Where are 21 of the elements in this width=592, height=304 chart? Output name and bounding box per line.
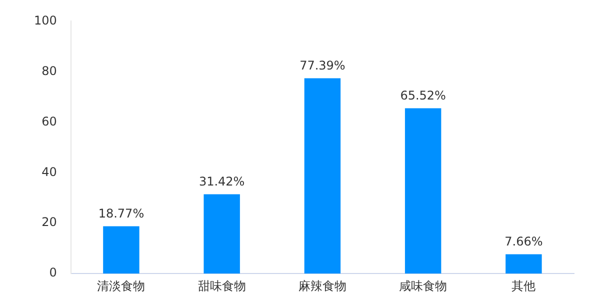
x-tick-label: 咸味食物 bbox=[399, 278, 448, 293]
data-label: 31.42% bbox=[198, 174, 245, 188]
x-tick-label: 其他 bbox=[512, 278, 536, 293]
data-label: 77.39% bbox=[300, 58, 346, 72]
bar bbox=[506, 254, 542, 274]
y-tick-label: 100 bbox=[34, 13, 57, 28]
bar bbox=[103, 226, 140, 274]
y-tick-label: 80 bbox=[42, 64, 57, 78]
bar bbox=[404, 108, 442, 274]
x-tick-label: 麻辣食物 bbox=[298, 278, 346, 293]
data-label: 7.66% bbox=[504, 234, 543, 248]
y-tick-label: 40 bbox=[42, 164, 57, 179]
bar bbox=[204, 194, 240, 274]
bar bbox=[304, 78, 341, 274]
y-tick-label: 20 bbox=[42, 215, 57, 230]
y-tick-label: 60 bbox=[42, 114, 57, 128]
y-tick-label: 0 bbox=[49, 266, 57, 280]
x-tick-label: 甜味食物 bbox=[198, 278, 246, 293]
data-label: 65.52% bbox=[400, 88, 446, 102]
data-label: 18.77% bbox=[98, 206, 144, 220]
x-tick-label: 清淡食物 bbox=[97, 278, 146, 293]
